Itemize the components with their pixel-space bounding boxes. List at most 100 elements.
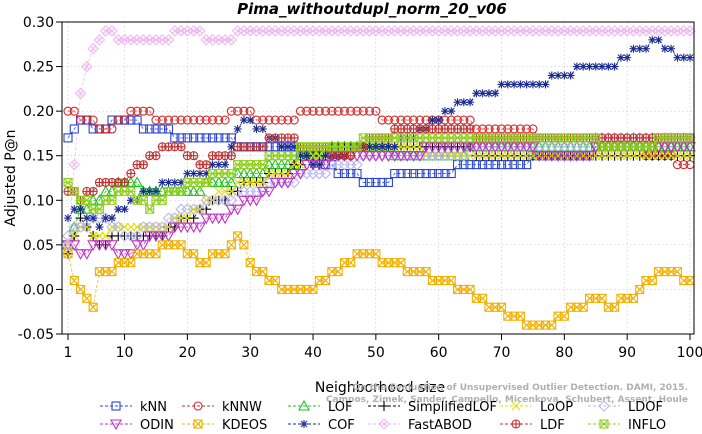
data-point xyxy=(263,186,275,198)
axes: -0.05 0.00 0.05 0.10 0.15 0.20 0.25 0.30 1 10 20 30… xyxy=(18,15,702,361)
data-point xyxy=(283,142,292,151)
data-point xyxy=(478,293,488,303)
data-point xyxy=(189,115,199,125)
data-point xyxy=(76,284,86,294)
data-point xyxy=(107,124,117,134)
data-point xyxy=(132,222,142,232)
data-point xyxy=(598,62,607,71)
data-point xyxy=(658,142,671,153)
data-point xyxy=(226,240,236,250)
y-axis-label: Adjusted P@n xyxy=(3,129,19,226)
data-point xyxy=(225,34,238,46)
data-point xyxy=(578,302,588,312)
data-point xyxy=(156,231,169,243)
x-tick-label: 10 xyxy=(116,345,134,361)
data-point xyxy=(289,133,299,143)
data-point xyxy=(672,267,682,277)
x-tick-label: 20 xyxy=(178,345,196,361)
data-point xyxy=(539,151,552,162)
data-point xyxy=(288,168,301,180)
data-point xyxy=(476,142,489,153)
data-point xyxy=(76,115,86,125)
legend-item-simplifiedlof: SimplifiedLOF xyxy=(368,400,497,415)
data-point xyxy=(200,213,213,225)
data-point xyxy=(346,106,356,116)
data-point xyxy=(81,221,93,233)
data-point xyxy=(264,115,274,125)
data-point xyxy=(226,106,236,116)
data-point xyxy=(333,267,343,277)
data-point xyxy=(491,89,500,98)
data-point xyxy=(383,177,393,188)
watermark-authors: Campos, Zimek, Sander, Campello, Micenko… xyxy=(326,395,688,405)
data-point xyxy=(220,133,230,143)
data-point xyxy=(226,186,236,196)
data-point xyxy=(346,151,356,161)
legend-item-lof: LOF xyxy=(288,399,353,415)
data-point xyxy=(415,168,425,179)
data-point xyxy=(239,178,249,187)
data-point xyxy=(126,168,136,179)
data-point xyxy=(447,107,456,116)
data-point xyxy=(415,115,425,125)
data-point xyxy=(570,151,583,162)
data-point xyxy=(176,142,186,152)
data-point xyxy=(660,44,669,53)
data-point xyxy=(126,258,136,268)
data-point xyxy=(514,142,527,153)
data-point xyxy=(119,177,130,188)
data-point xyxy=(126,106,136,116)
data-point xyxy=(295,106,306,116)
data-point xyxy=(440,168,450,179)
legend-label: ODIN xyxy=(140,418,174,433)
data-point xyxy=(564,151,577,162)
data-point xyxy=(547,320,557,330)
legend-marker xyxy=(193,419,203,429)
data-point xyxy=(245,258,255,268)
series-line xyxy=(67,119,690,183)
data-point xyxy=(660,151,670,161)
data-point xyxy=(428,116,437,125)
data-point xyxy=(220,249,230,259)
data-point xyxy=(176,186,186,196)
data-point xyxy=(363,151,376,162)
series-line xyxy=(67,235,690,326)
data-point xyxy=(138,106,148,116)
data-point xyxy=(126,222,136,232)
x-axis-label: Neighborhood size xyxy=(315,380,445,396)
data-point xyxy=(470,142,483,153)
data-point xyxy=(170,133,180,143)
data-point xyxy=(201,258,211,268)
data-point xyxy=(264,169,274,178)
data-point xyxy=(452,115,463,125)
data-point xyxy=(302,151,311,160)
data-point xyxy=(665,142,678,153)
data-point xyxy=(421,267,431,277)
data-point xyxy=(371,142,380,151)
y-tick-label: 0.10 xyxy=(23,193,54,209)
data-point xyxy=(157,195,167,205)
data-point xyxy=(246,116,255,125)
x-tick-label: 30 xyxy=(241,345,259,361)
x-tick-label: 50 xyxy=(367,345,385,361)
data-point xyxy=(207,133,218,143)
data-point xyxy=(501,142,514,153)
legend-marker xyxy=(193,401,203,411)
data-point xyxy=(465,124,475,134)
data-point xyxy=(465,151,475,161)
x-tick-label: 80 xyxy=(555,345,573,361)
data-point xyxy=(258,178,268,187)
data-point xyxy=(503,151,513,161)
data-point xyxy=(283,169,293,178)
data-point xyxy=(168,222,181,234)
data-point xyxy=(120,205,129,214)
data-point xyxy=(162,34,175,46)
data-point xyxy=(194,222,206,234)
data-point xyxy=(132,106,142,116)
data-point xyxy=(647,142,657,152)
y-tick-label: -0.05 xyxy=(18,327,54,343)
data-point xyxy=(220,186,230,196)
data-point xyxy=(233,106,243,116)
data-point xyxy=(647,275,657,286)
data-point xyxy=(319,167,332,180)
